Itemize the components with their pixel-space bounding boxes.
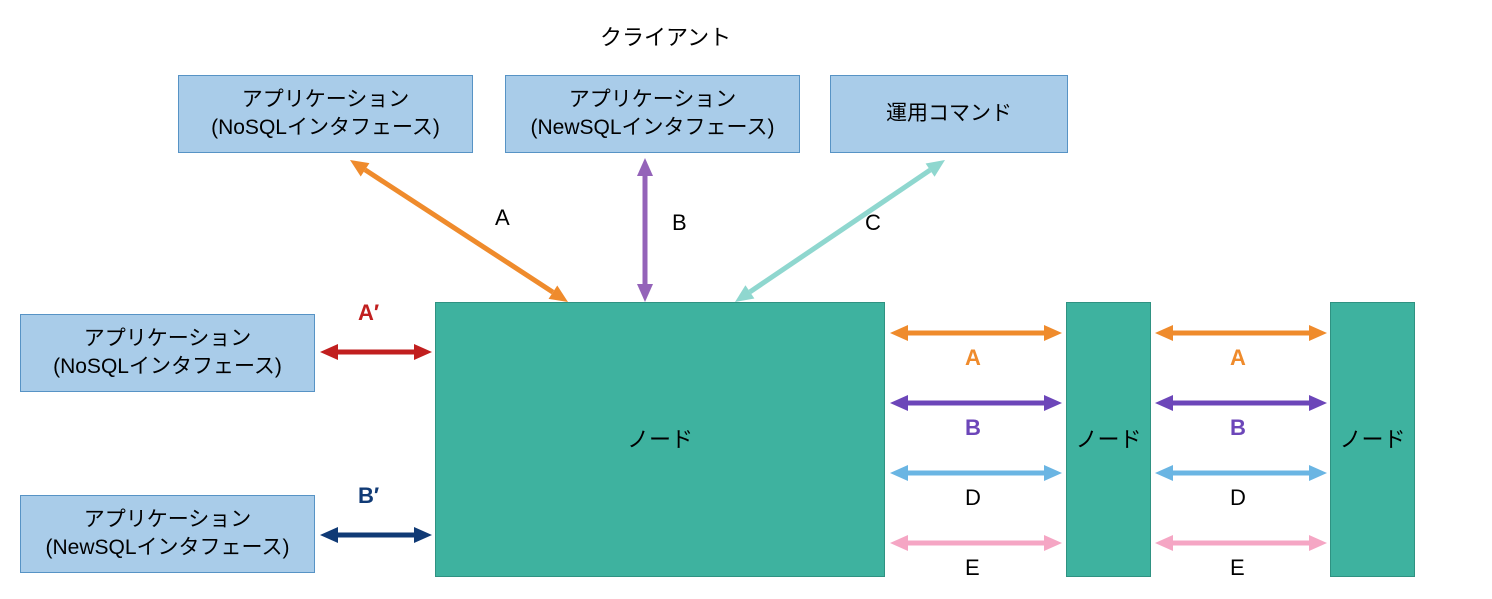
ops-cmd-line1: 運用コマンド (886, 100, 1012, 128)
arrow-A_top (350, 160, 568, 302)
app-newsql-top: アプリケーション(NewSQLインタフェース) (505, 75, 800, 153)
arrow-Aprime (320, 344, 432, 360)
app-nosql-left-line2: (NoSQLインタフェース) (53, 353, 282, 381)
arrow-E_mid2 (1155, 535, 1327, 551)
node-main: ノード (435, 302, 885, 577)
app-nosql-left-line1: アプリケーション (53, 325, 282, 353)
arrow-D_mid1 (890, 465, 1062, 481)
arrow-B_mid1 (890, 395, 1062, 411)
arrow-label-A_mid2: A (1230, 345, 1246, 371)
app-nosql-top-line2: (NoSQLインタフェース) (211, 114, 440, 142)
arrow-label-A_mid1: A (965, 345, 981, 371)
arrow-E_mid1 (890, 535, 1062, 551)
arrow-label-E_mid1: E (965, 555, 980, 581)
arrow-A_mid2 (1155, 325, 1327, 341)
arrow-label-E_mid2: E (1230, 555, 1245, 581)
arrow-A_mid1 (890, 325, 1062, 341)
arrow-label-Aprime: A′ (358, 300, 379, 326)
arrow-Bprime (320, 527, 432, 543)
arrow-label-Bprime: B′ (358, 483, 379, 509)
arrow-D_mid2 (1155, 465, 1327, 481)
app-nosql-top-line1: アプリケーション (211, 86, 440, 114)
node-2-line1: ノード (1075, 425, 1141, 455)
arrow-label-C_top: C (865, 210, 881, 236)
node-main-line1: ノード (627, 425, 693, 455)
arrow-C_top (735, 160, 945, 302)
node-2: ノード (1066, 302, 1151, 577)
app-newsql-left-line2: (NewSQLインタフェース) (46, 534, 290, 562)
arrow-label-D_mid2: D (1230, 485, 1246, 511)
node-3: ノード (1330, 302, 1415, 577)
arrow-label-D_mid1: D (965, 485, 981, 511)
arrow-B_mid2 (1155, 395, 1327, 411)
app-newsql-left-line1: アプリケーション (46, 506, 290, 534)
app-nosql-top: アプリケーション(NoSQLインタフェース) (178, 75, 473, 153)
title: クライアント (600, 20, 731, 52)
arrow-label-A_top: A (495, 205, 510, 231)
ops-cmd: 運用コマンド (830, 75, 1068, 153)
app-newsql-top-line2: (NewSQLインタフェース) (531, 114, 775, 142)
arrow-label-B_top: B (672, 210, 687, 236)
app-newsql-left: アプリケーション(NewSQLインタフェース) (20, 495, 315, 573)
arrow-B_top (637, 158, 653, 302)
app-nosql-left: アプリケーション(NoSQLインタフェース) (20, 314, 315, 392)
app-newsql-top-line1: アプリケーション (531, 86, 775, 114)
node-3-line1: ノード (1339, 425, 1405, 455)
arrow-label-B_mid1: B (965, 415, 981, 441)
arrow-label-B_mid2: B (1230, 415, 1246, 441)
